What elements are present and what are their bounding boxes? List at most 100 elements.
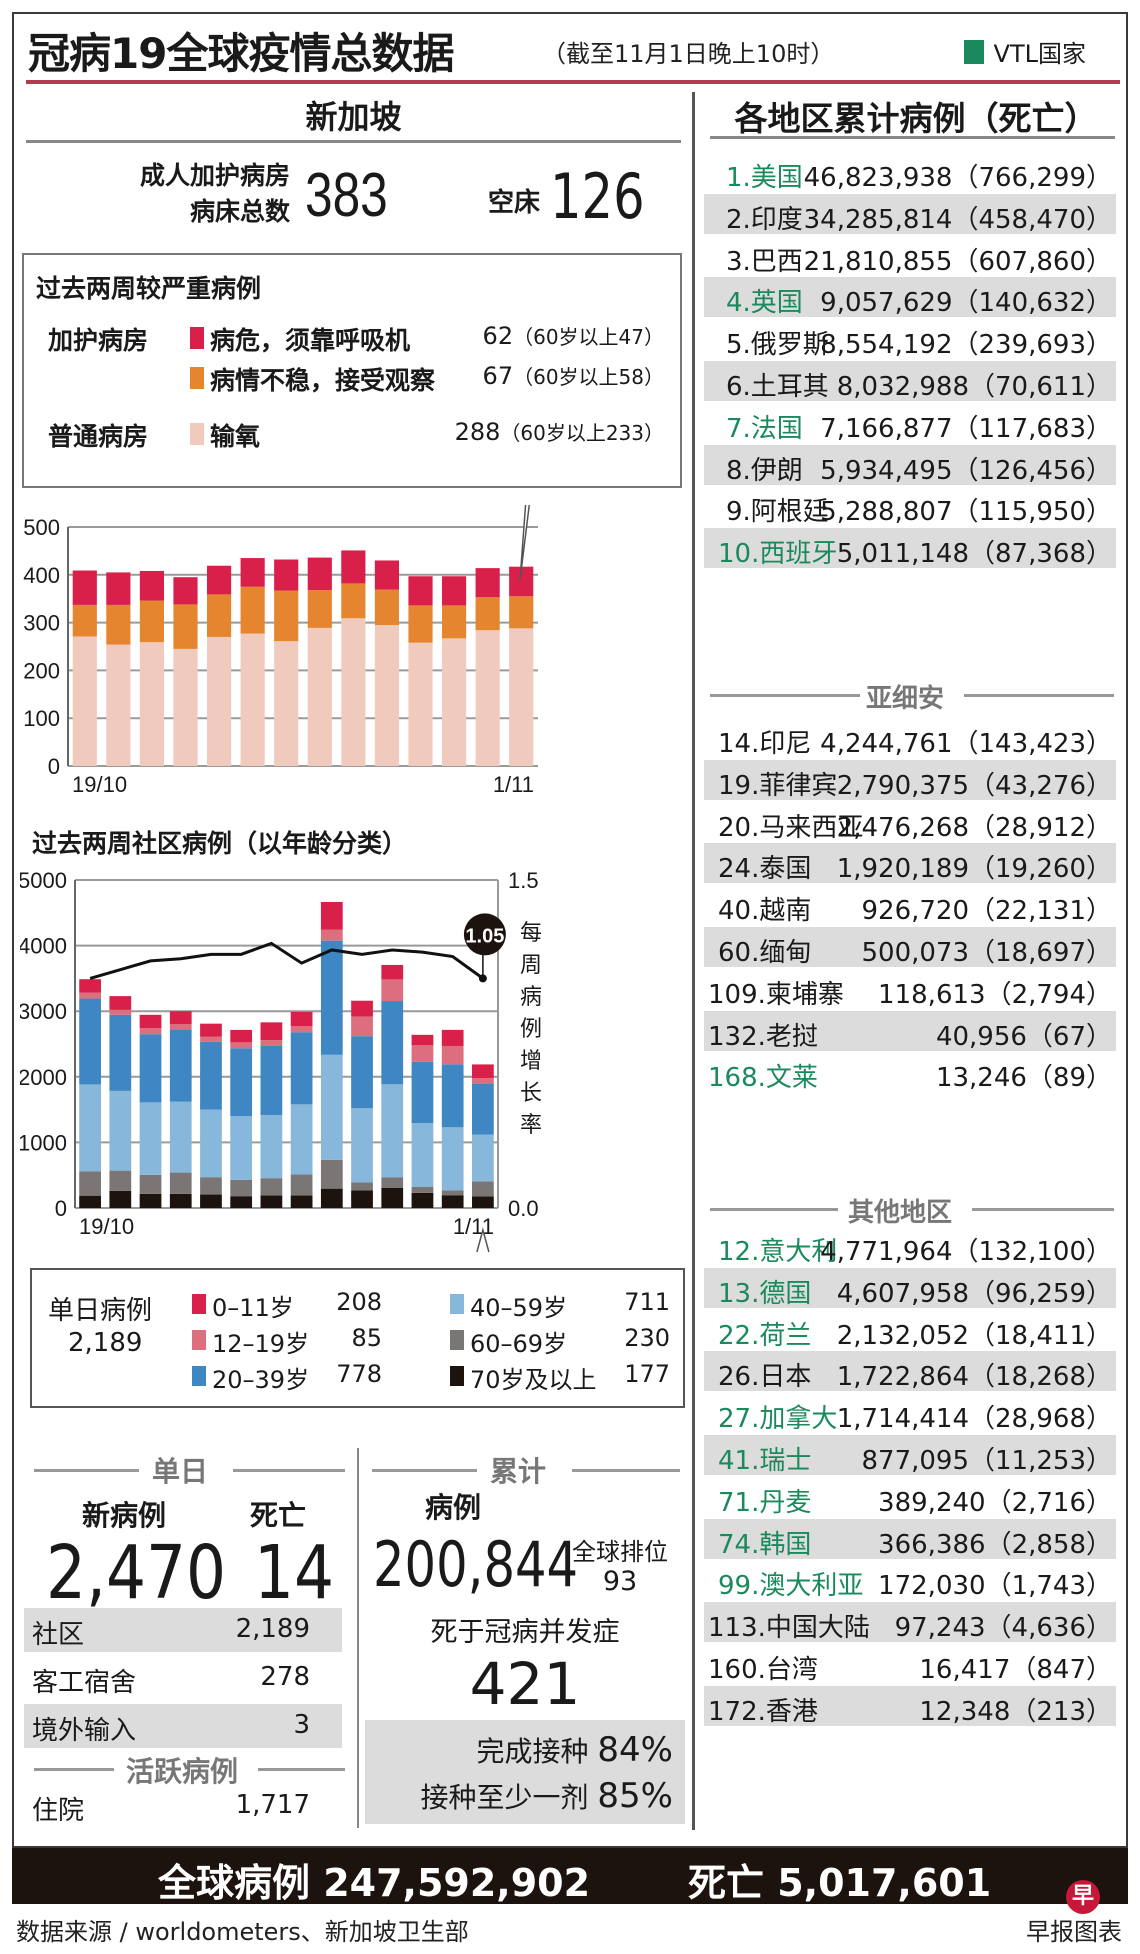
- region-row: 74.韩国 366,386（2,858）: [704, 1518, 1116, 1560]
- oxygen-swatch-icon: [190, 423, 204, 445]
- region-name: 6.土耳其: [726, 372, 829, 402]
- bar-segment: [307, 590, 332, 628]
- cumulative-cases-label: 病例: [425, 1491, 482, 1524]
- bar-segment: [79, 998, 101, 1085]
- cumulative-deaths-label: 死于冠病并发症: [430, 1617, 620, 1648]
- singapore-divider: [26, 140, 681, 143]
- daily-row-community: 社区 2,189: [24, 1608, 342, 1652]
- bar-segment: [79, 992, 101, 999]
- bar-segment: [72, 604, 97, 637]
- legend-label: 70岁及以上: [470, 1366, 597, 1394]
- region-name: 26.日本: [718, 1362, 812, 1393]
- bar-segment: [274, 641, 299, 766]
- region-cases-deaths: 40,956（67）: [935, 1021, 1112, 1052]
- bar-segment: [173, 604, 198, 649]
- bar-segment: [411, 1123, 434, 1188]
- region-row: 19.菲律宾 2,790,375（43,276）: [704, 759, 1116, 801]
- bar-segment: [290, 1104, 313, 1175]
- region-name: 74.韩国: [718, 1529, 812, 1560]
- bar-segment: [169, 1011, 192, 1024]
- severe-row: 病情不稳，接受观察 67（60岁以上58）: [24, 361, 674, 397]
- region-cases-deaths: 13,246（89）: [935, 1063, 1112, 1094]
- bar-segment: [169, 1193, 192, 1208]
- region-name: 113.中国大陆: [708, 1613, 870, 1644]
- region-cases-deaths: 118,613（2,794）: [878, 979, 1112, 1010]
- y2-label-char: 每: [520, 920, 542, 945]
- vax-one-label: 接种至少一剂: [420, 1781, 589, 1814]
- x-tick-label: 19/10: [72, 772, 127, 797]
- legend-swatch-icon: [192, 1294, 206, 1314]
- row-label: 客工宿舍: [32, 1668, 137, 1698]
- y2-tick-label: 1.5: [508, 868, 539, 893]
- severe-row: 普通病房 输氧 288（60岁以上233）: [24, 417, 674, 453]
- bar-segment: [260, 1045, 283, 1116]
- bar-segment: [139, 642, 165, 766]
- region-row: 132.老挝 40,956（67）: [704, 1010, 1116, 1052]
- region-cases-deaths: 1,920,189（19,260）: [836, 854, 1112, 885]
- region-row: 4.英国 9,057,629（140,632）: [704, 277, 1116, 319]
- bar-segment: [475, 630, 500, 766]
- row-label: 住院: [32, 1796, 85, 1826]
- bar-segment: [441, 605, 467, 639]
- region-cases-deaths: 5,934,495（126,456）: [820, 455, 1112, 486]
- bar-segment: [472, 1134, 494, 1182]
- region-name: 4.英国: [726, 288, 803, 319]
- row-label: 境外输入: [32, 1716, 137, 1746]
- bar-segment: [139, 1193, 162, 1208]
- bar-segment: [173, 577, 198, 605]
- vax-one-row: 接种至少一剂 85%: [421, 1776, 674, 1816]
- y-tick-label: 0: [55, 1196, 67, 1221]
- bar-segment: [381, 1084, 404, 1178]
- daily-header-line: [233, 1469, 345, 1472]
- vax-full-row: 完成接种 84%: [477, 1730, 674, 1770]
- count-detail: （60岁以上233）: [500, 421, 664, 445]
- region-cases-deaths: 12,348（213）: [919, 1696, 1112, 1727]
- bar-segment: [374, 560, 400, 590]
- region-cases-deaths: 9,057,629（140,632）: [820, 288, 1112, 319]
- y-tick-label: 3000: [20, 999, 67, 1024]
- bar-segment: [351, 1190, 373, 1208]
- hospitalised-row: 住院 1,717: [24, 1784, 342, 1828]
- region-row: 7.法国 7,166,877（117,683）: [704, 403, 1116, 444]
- region-row: 99.澳大利亚 172,030（1,743）: [704, 1560, 1116, 1602]
- bar-segment: [351, 1016, 373, 1037]
- region-name: 5.俄罗斯: [726, 330, 829, 361]
- legend-value: 85: [351, 1324, 382, 1352]
- severe-row-count: 67（60岁以上58）: [483, 361, 664, 390]
- region-cases-deaths: 2,476,268（28,912）: [836, 812, 1112, 843]
- bar-segment: [72, 570, 97, 605]
- ward-label: 加护病房: [48, 326, 149, 355]
- legend-item: 20–39岁 778: [192, 1360, 382, 1394]
- bar-segment: [472, 1196, 494, 1208]
- column-divider: [692, 92, 695, 1830]
- legend-swatch-icon: [450, 1294, 464, 1314]
- region-name: 8.伊朗: [726, 455, 803, 486]
- legend-item: 70岁及以上 177: [450, 1360, 670, 1394]
- title-divider: [26, 80, 1120, 84]
- region-row: 113.中国大陆 97,243（4,636）: [704, 1602, 1116, 1644]
- bar-segment: [169, 1023, 192, 1030]
- x-tick-label: 1/11: [453, 1214, 494, 1239]
- legend-value: 177: [624, 1360, 670, 1388]
- region-row: 27.加拿大 1,714,414（28,968）: [704, 1393, 1116, 1434]
- row-value: 2,189: [235, 1614, 310, 1644]
- bar-segment: [381, 1177, 404, 1188]
- bar-segment: [109, 1190, 132, 1208]
- y2-label-char: 病: [520, 984, 542, 1009]
- bar-segment: [200, 1194, 222, 1208]
- bar-segment: [139, 1028, 162, 1035]
- cumulative-header: 累计: [489, 1455, 546, 1488]
- bar-segment: [411, 1192, 434, 1208]
- bar-segment: [260, 1115, 283, 1179]
- bar-segment: [441, 1029, 464, 1046]
- daily-cases-label: 单日病例: [48, 1296, 153, 1326]
- bar-segment: [169, 1029, 192, 1102]
- bar-segment: [411, 1061, 434, 1124]
- region-row: 160.台湾 16,417（847）: [704, 1644, 1116, 1685]
- region-row: 13.德国 4,607,958（96,259）: [704, 1267, 1116, 1309]
- region-cases-deaths: 4,244,761（143,423）: [820, 729, 1112, 759]
- bar-segment: [307, 557, 332, 591]
- severe-row-count: 288（60岁以上233）: [455, 417, 664, 446]
- region-cases-deaths: 172,030（1,743）: [878, 1571, 1112, 1602]
- legend-value: 778: [336, 1360, 382, 1388]
